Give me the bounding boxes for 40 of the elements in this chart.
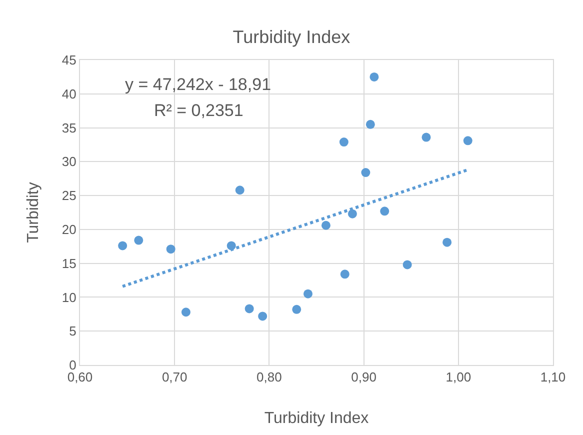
y-axis-title: Turbidity bbox=[25, 182, 42, 243]
x-tick-label: 0,90 bbox=[351, 370, 376, 385]
point bbox=[402, 260, 412, 270]
y-tick-label: 5 bbox=[69, 324, 76, 339]
point bbox=[361, 168, 370, 178]
x-tick-label: 0,80 bbox=[256, 370, 282, 385]
y-tick-label: 40 bbox=[62, 86, 76, 102]
point bbox=[118, 241, 128, 250]
y-tick-label: 15 bbox=[62, 256, 76, 271]
point bbox=[321, 220, 330, 230]
y-tick-label: 20 bbox=[62, 222, 76, 237]
y-tick-label: 30 bbox=[62, 154, 76, 170]
point bbox=[292, 304, 302, 314]
point bbox=[244, 304, 254, 314]
point bbox=[134, 236, 144, 245]
y-tick-label: 35 bbox=[62, 120, 76, 136]
y-tick-label: 25 bbox=[62, 188, 76, 204]
point bbox=[303, 289, 312, 298]
x-tick-label: 1,10 bbox=[540, 370, 566, 385]
point bbox=[442, 238, 452, 247]
x-axis-title: Turbidity Index bbox=[264, 410, 369, 427]
x-tick-label: 1,00 bbox=[446, 370, 472, 385]
y-tick-label: 10 bbox=[62, 290, 76, 305]
point bbox=[463, 136, 472, 146]
point bbox=[181, 308, 190, 317]
point bbox=[380, 206, 390, 216]
annotation: y = 47,242x - 18,91 bbox=[125, 75, 272, 94]
chart-title: Turbidity Index bbox=[232, 27, 350, 48]
point bbox=[422, 132, 431, 142]
x-tick-label: 0,70 bbox=[162, 370, 188, 385]
point bbox=[235, 186, 244, 195]
point bbox=[366, 120, 375, 129]
y-tick-label: 45 bbox=[62, 52, 76, 68]
point bbox=[166, 244, 176, 254]
point bbox=[370, 72, 379, 82]
annotation: R² = 0,2351 bbox=[154, 101, 244, 120]
point bbox=[340, 270, 350, 279]
point bbox=[258, 312, 268, 321]
point bbox=[348, 209, 357, 218]
point bbox=[339, 138, 348, 147]
